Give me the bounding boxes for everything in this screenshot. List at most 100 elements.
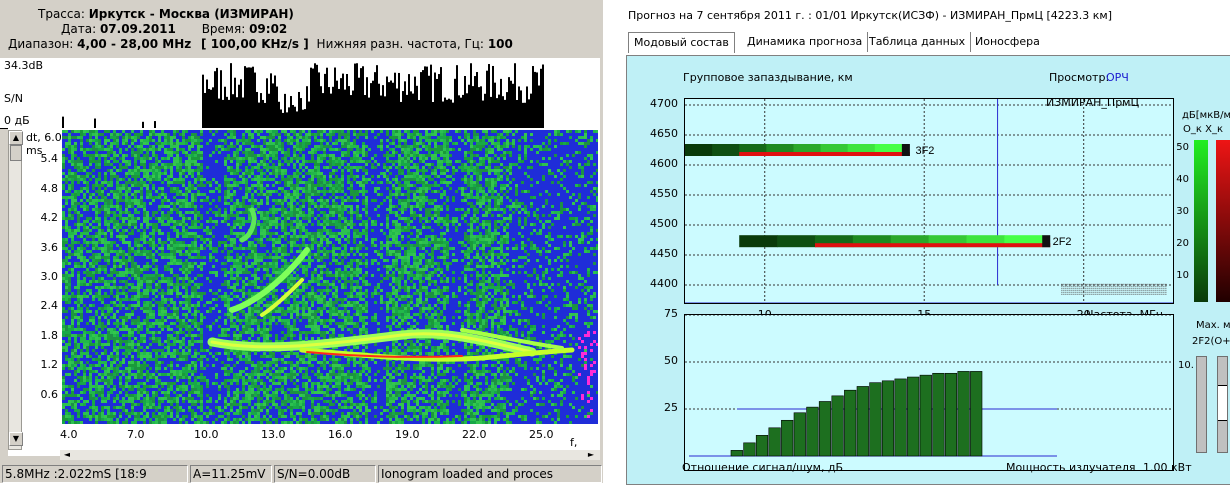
noise-pixel xyxy=(290,211,293,214)
noise-pixel xyxy=(176,394,179,397)
noise-pixel xyxy=(65,226,68,229)
noise-pixel xyxy=(125,274,128,277)
noise-pixel xyxy=(164,136,167,139)
noise-pixel xyxy=(242,139,245,142)
noise-pixel xyxy=(176,331,179,334)
noise-pixel xyxy=(77,292,80,295)
noise-pixel xyxy=(254,316,257,319)
noise-pixel xyxy=(245,361,248,364)
noise-pixel xyxy=(176,340,179,343)
noise-pixel xyxy=(290,388,293,391)
noise-pixel xyxy=(290,235,293,238)
noise-pixel xyxy=(185,166,188,169)
noise-pixel xyxy=(293,196,296,199)
noise-pixel xyxy=(224,190,227,193)
noise-pixel xyxy=(71,400,74,403)
noise-pixel xyxy=(158,160,161,163)
noise-pixel xyxy=(284,403,287,406)
noise-pixel xyxy=(95,271,98,274)
noise-pixel xyxy=(77,385,80,388)
noise-pixel xyxy=(137,331,140,334)
noise-pixel xyxy=(89,310,92,313)
noise-pixel xyxy=(68,337,71,340)
noise-pixel xyxy=(62,226,65,229)
noise-pixel xyxy=(65,283,68,286)
noise-pixel xyxy=(281,172,284,175)
noise-pixel xyxy=(149,322,152,325)
noise-pixel xyxy=(80,265,83,268)
noise-pixel xyxy=(113,286,116,289)
noise-pixel xyxy=(98,235,101,238)
noise-pixel xyxy=(239,412,242,415)
noise-pixel xyxy=(104,208,107,211)
noise-pixel xyxy=(266,400,269,403)
noise-pixel xyxy=(179,292,182,295)
noise-pixel xyxy=(272,241,275,244)
noise-pixel xyxy=(275,241,278,244)
noise-pixel xyxy=(95,358,98,361)
noise-pixel xyxy=(299,133,302,136)
noise-pixel xyxy=(98,178,101,181)
noise-pixel xyxy=(275,133,278,136)
noise-pixel xyxy=(185,367,188,370)
noise-pixel xyxy=(254,379,257,382)
noise-pixel xyxy=(206,385,209,388)
sn-bar xyxy=(520,90,522,128)
noise-pixel xyxy=(260,382,263,385)
noise-pixel xyxy=(68,229,71,232)
noise-pixel xyxy=(83,400,86,403)
noise-pixel xyxy=(182,400,185,403)
noise-pixel xyxy=(104,175,107,178)
noise-pixel xyxy=(149,373,152,376)
noise-pixel xyxy=(161,391,164,394)
noise-pixel xyxy=(152,253,155,256)
noise-pixel xyxy=(287,217,290,220)
noise-pixel xyxy=(89,355,92,358)
noise-pixel xyxy=(98,217,101,220)
noise-pixel xyxy=(227,283,230,286)
noise-pixel xyxy=(179,394,182,397)
noise-pixel xyxy=(107,259,110,262)
noise-pixel xyxy=(305,283,308,286)
noise-pixel xyxy=(296,292,299,295)
noise-pixel xyxy=(77,358,80,361)
ionogram-window: Трасса: Иркутск - Москва (ИЗМИРАН) Дата:… xyxy=(0,0,603,483)
noise-pixel xyxy=(143,211,146,214)
noise-pixel xyxy=(143,160,146,163)
noise-pixel xyxy=(188,391,191,394)
noise-pixel xyxy=(266,274,269,277)
noise-pixel xyxy=(248,328,251,331)
noise-pixel xyxy=(236,217,239,220)
noise-pixel xyxy=(299,157,302,160)
noise-pixel xyxy=(236,277,239,280)
noise-pixel xyxy=(302,409,305,412)
noise-pixel xyxy=(65,328,68,331)
noise-pixel xyxy=(68,253,71,256)
noise-pixel xyxy=(257,181,260,184)
noise-pixel xyxy=(179,277,182,280)
noise-pixel xyxy=(107,304,110,307)
noise-pixel xyxy=(122,238,125,241)
noise-pixel xyxy=(200,406,203,409)
noise-pixel xyxy=(305,244,308,247)
noise-pixel xyxy=(197,292,200,295)
noise-pixel xyxy=(233,220,236,223)
noise-pixel xyxy=(227,418,230,421)
noise-pixel xyxy=(167,220,170,223)
noise-pixel xyxy=(146,151,149,154)
noise-pixel xyxy=(197,265,200,268)
noise-pixel xyxy=(287,241,290,244)
noise-pixel xyxy=(104,268,107,271)
noise-pixel xyxy=(113,337,116,340)
noise-pixel xyxy=(95,325,98,328)
noise-pixel xyxy=(155,148,158,151)
noise-pixel xyxy=(257,169,260,172)
noise-pixel xyxy=(71,364,74,367)
noise-pixel xyxy=(140,238,143,241)
noise-pixel xyxy=(272,400,275,403)
noise-pixel xyxy=(257,253,260,256)
sn-bar xyxy=(436,79,438,128)
noise-pixel xyxy=(233,295,236,298)
noise-pixel xyxy=(119,157,122,160)
noise-pixel xyxy=(194,304,197,307)
